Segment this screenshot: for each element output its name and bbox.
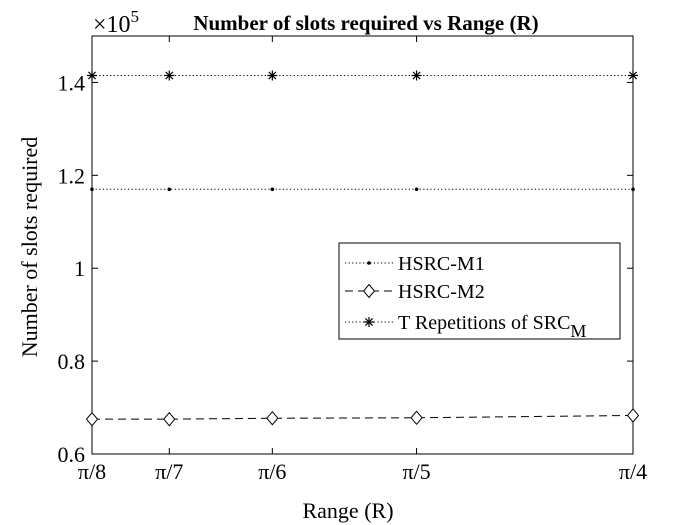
data-point-dot <box>367 261 371 265</box>
series-layer <box>85 70 640 427</box>
series-3 <box>87 70 638 81</box>
data-point-diamond <box>410 410 423 426</box>
y-axis-label: Number of slots required <box>17 137 42 358</box>
data-point-dot <box>270 187 275 192</box>
data-point-dot <box>167 187 172 192</box>
x-tick-label: π/6 <box>258 459 286 484</box>
y-tick-label: 1.4 <box>58 70 86 95</box>
x-tick-label: π/7 <box>155 459 183 484</box>
series-2 <box>85 408 640 427</box>
legend-label-text: T Repetitions of SRC <box>398 312 570 334</box>
data-point-asterisk <box>164 70 175 81</box>
data-point-diamond <box>266 410 279 426</box>
exponent-multiplier: ×105 <box>93 7 139 38</box>
x-tick-label: π/5 <box>402 459 430 484</box>
x-tick-label: π/8 <box>78 459 106 484</box>
legend-label: T Repetitions of SRCM <box>398 312 586 341</box>
legend-label: HSRC-M1 <box>398 253 485 275</box>
legend-label: HSRC-M2 <box>398 281 485 303</box>
data-point-asterisk <box>267 70 278 81</box>
legend-item-2: HSRC-M2 <box>345 281 485 303</box>
data-point-asterisk <box>87 70 97 81</box>
y-tick-label: 0.6 <box>58 442 86 467</box>
data-point-dot <box>414 187 419 192</box>
y-tick-label: 1 <box>74 256 85 281</box>
data-point-diamond <box>85 411 99 427</box>
data-point-diamond <box>362 283 376 299</box>
legend-item-3: T Repetitions of SRCM <box>345 312 586 341</box>
data-point-dot <box>631 187 635 192</box>
data-point-diamond <box>626 408 640 423</box>
legend-label-text: HSRC-M1 <box>398 253 485 275</box>
legend-label-text: HSRC-M2 <box>398 281 485 303</box>
legend-item-1: HSRC-M1 <box>345 253 485 275</box>
series-line <box>92 414 634 420</box>
data-point-asterisk <box>628 70 638 81</box>
legend-label-subscript: M <box>570 321 586 341</box>
data-point-asterisk <box>411 70 422 81</box>
data-point-diamond <box>163 411 176 427</box>
axis-layer: 0.6 0.8 1 1.2 1.4 π/8 π/7 π/6 π/5 π/4 <box>58 36 647 484</box>
data-point-dot <box>90 187 94 192</box>
x-axis-label: Range (R) <box>302 498 393 523</box>
y-tick-label: 0.8 <box>58 349 86 374</box>
data-point-asterisk <box>364 317 374 327</box>
legend: HSRC-M1 HSRC-M2 T Repetitions of SRCM <box>338 242 621 341</box>
x-tick-label: π/4 <box>619 459 647 484</box>
series-1 <box>90 187 635 192</box>
chart-title: Number of slots required vs Range (R) <box>193 11 538 35</box>
y-tick-label: 1.2 <box>58 163 86 188</box>
